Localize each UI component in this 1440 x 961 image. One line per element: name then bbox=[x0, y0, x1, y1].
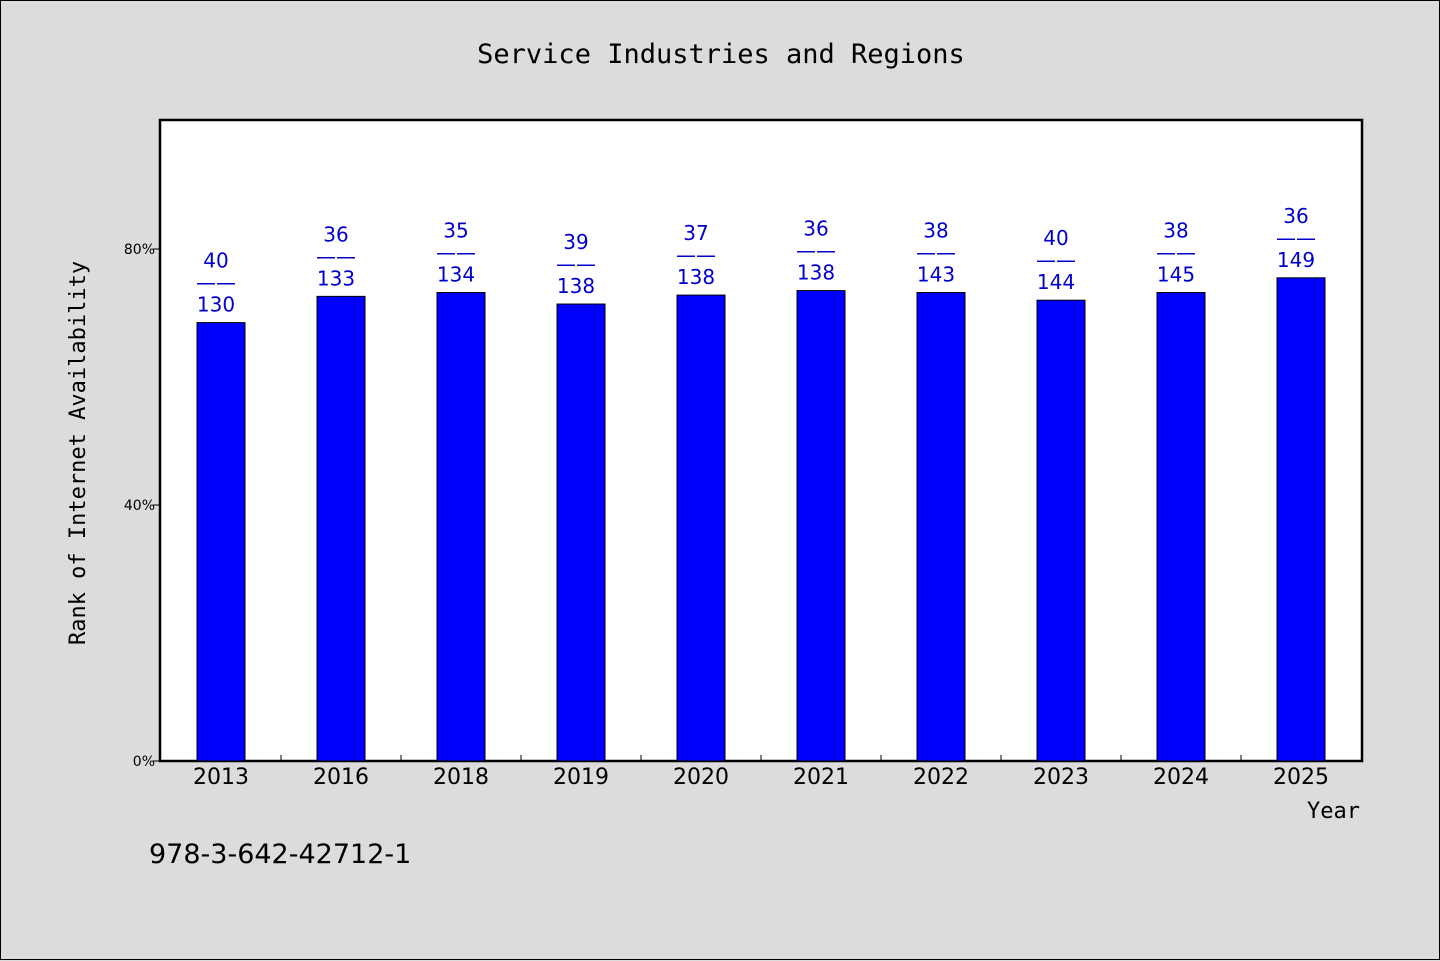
x-axis: 2013 2016 2018 2019 2020 2021 2022 2023 2024 2025 bbox=[193, 755, 1329, 790]
y-tick-label: 40% bbox=[124, 498, 155, 514]
data-label-2024-bottom: 145 bbox=[1157, 263, 1195, 287]
y-tick-label: 0% bbox=[133, 754, 155, 770]
data-label-2019-bottom: 138 bbox=[557, 274, 595, 298]
x-tick-label-2025: 2025 bbox=[1273, 765, 1329, 790]
data-label-2020-bottom: 138 bbox=[677, 265, 715, 289]
x-tick-label-2021: 2021 bbox=[793, 765, 849, 790]
data-label-2025-bottom: 149 bbox=[1277, 248, 1315, 272]
bar-2022 bbox=[916, 292, 966, 762]
x-tick-label-2020: 2020 bbox=[673, 765, 729, 790]
bar-2019 bbox=[556, 303, 606, 762]
data-label-2025-sep: —— bbox=[1276, 226, 1316, 250]
data-label-2022-sep: —— bbox=[916, 241, 956, 265]
data-label-2021-sep: —— bbox=[796, 239, 836, 263]
data-label-2013-sep: —— bbox=[196, 271, 236, 295]
data-label-2019-sep: —— bbox=[556, 252, 596, 276]
x-tick-label-2016: 2016 bbox=[313, 765, 369, 790]
data-label-2018-bottom: 134 bbox=[437, 263, 475, 287]
bar-2021 bbox=[796, 290, 846, 762]
x-tick-label-2024: 2024 bbox=[1153, 765, 1209, 790]
data-label-2016-sep: —— bbox=[316, 244, 356, 268]
x-tick-label-2023: 2023 bbox=[1033, 765, 1089, 790]
data-label-2022-bottom: 143 bbox=[917, 263, 955, 287]
data-label-2018-top: 35 bbox=[443, 219, 468, 243]
bar-2025 bbox=[1276, 277, 1326, 762]
bar-2018 bbox=[436, 292, 486, 762]
data-label-2023-sep: —— bbox=[1036, 248, 1076, 272]
y-axis: 0% 40% 80% bbox=[124, 242, 161, 770]
y-axis-title: Rank of Internet Availability bbox=[66, 261, 91, 645]
data-label-2023-top: 40 bbox=[1043, 226, 1068, 250]
data-label-2024-sep: —— bbox=[1156, 241, 1196, 265]
data-labels-layer: 40——13036——13335——13439——13837——13836——1… bbox=[196, 204, 1316, 317]
data-label-2025-top: 36 bbox=[1283, 204, 1308, 228]
data-label-2016-top: 36 bbox=[323, 222, 348, 246]
data-label-2024-top: 38 bbox=[1163, 219, 1188, 243]
bar-2016 bbox=[316, 295, 366, 762]
x-tick-label-2019: 2019 bbox=[553, 765, 609, 790]
x-axis-title: Year bbox=[1307, 799, 1360, 824]
data-label-2018-sep: —— bbox=[436, 241, 476, 265]
bar-2020 bbox=[676, 294, 726, 762]
data-label-2022-top: 38 bbox=[923, 219, 948, 243]
bar-2024 bbox=[1156, 292, 1206, 762]
bar-2023 bbox=[1036, 299, 1086, 762]
data-label-2021-bottom: 138 bbox=[797, 261, 835, 285]
data-label-2020-sep: —— bbox=[676, 243, 716, 267]
data-label-2019-top: 39 bbox=[563, 230, 588, 254]
data-label-2023-bottom: 144 bbox=[1037, 270, 1075, 294]
x-tick-label-2013: 2013 bbox=[193, 765, 249, 790]
data-label-2013-bottom: 130 bbox=[197, 293, 235, 317]
x-tick-label-2022: 2022 bbox=[913, 765, 969, 790]
data-label-2020-top: 37 bbox=[683, 221, 708, 245]
bars-layer bbox=[196, 277, 1326, 762]
data-label-2016-bottom: 133 bbox=[317, 266, 355, 290]
chart-title: Service Industries and Regions bbox=[477, 39, 965, 70]
y-tick-label: 80% bbox=[124, 242, 155, 258]
x-tick-label-2018: 2018 bbox=[433, 765, 489, 790]
data-label-2013-top: 40 bbox=[203, 249, 228, 273]
bar-2013 bbox=[196, 322, 246, 762]
data-label-2021-top: 36 bbox=[803, 217, 828, 241]
isbn-text: 978-3-642-42712-1 bbox=[149, 839, 411, 870]
